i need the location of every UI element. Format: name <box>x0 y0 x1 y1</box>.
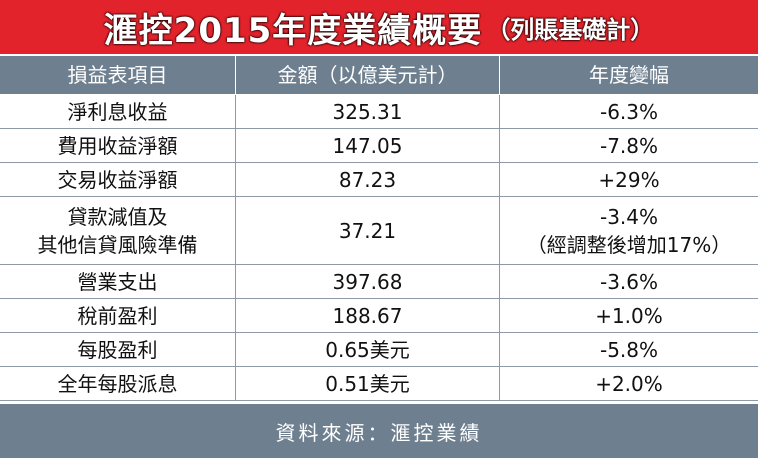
cell-text: 325.31 <box>332 99 403 124</box>
table-cell: -6.3% <box>500 95 758 128</box>
table-cell: 37.21 <box>236 197 500 264</box>
cell-text: 0.51美元 <box>325 371 410 396</box>
table-cell: -7.8% <box>500 129 758 162</box>
cell-text: 損益表項目 <box>67 63 168 87</box>
cell-line: 貸款減值及 <box>67 204 168 229</box>
cell-text: -6.3% <box>599 99 659 124</box>
table-cell: +1.0% <box>500 299 758 332</box>
table-cell: 貸款減值及其他信貸風險準備 <box>0 197 236 264</box>
header-cell: 年度變幅 <box>500 56 758 94</box>
table-row: 貸款減值及其他信貸風險準備 37.21 -3.4% （經調整後增加17%） <box>0 197 758 265</box>
cell-text: 營業支出 <box>77 269 158 294</box>
table-cell: 188.67 <box>236 299 500 332</box>
cell-text: 淨利息收益 <box>67 99 168 124</box>
cell-text: 全年每股派息 <box>57 371 178 396</box>
cell-text: -3.6% <box>599 269 659 294</box>
table-cell: -5.8% <box>500 333 758 366</box>
cell-text: -5.8% <box>599 337 659 362</box>
table-row: 淨利息收益 325.31 -6.3% <box>0 95 758 129</box>
table-cell: 325.31 <box>236 95 500 128</box>
table-row: 費用收益淨額 147.05 -7.8% <box>0 129 758 163</box>
cell-text: 37.21 <box>338 218 397 243</box>
cell-text: 397.68 <box>332 269 403 294</box>
cell-line: 其他信貸風險準備 <box>37 232 198 257</box>
table-cell: 397.68 <box>236 265 500 298</box>
table-cell: +29% <box>500 163 758 196</box>
table: 損益表項目 金額（以億美元計） 年度變幅淨利息收益 325.31 -6.3% 費用收益淨額… <box>0 56 758 401</box>
table-cell: 0.51美元 <box>236 367 500 400</box>
table-cell: -3.6% <box>500 265 758 298</box>
table-cell: 147.05 <box>236 129 500 162</box>
table-cell: 87.23 <box>236 163 500 196</box>
table-row: 每股盈利 0.65美元 -5.8% <box>0 333 758 367</box>
cell-text: 金額（以億美元計） <box>277 63 458 87</box>
cell-text: 87.23 <box>338 167 397 192</box>
header-cell: 金額（以億美元計） <box>236 56 500 94</box>
cell-line: -3.4% <box>599 204 659 229</box>
table-row: 營業支出 397.68 -3.6% <box>0 265 758 299</box>
cell-text: 交易收益淨額 <box>57 167 178 192</box>
table-cell: 每股盈利 <box>0 333 236 366</box>
table-cell: 淨利息收益 <box>0 95 236 128</box>
header-row: 損益表項目 金額（以億美元計） 年度變幅 <box>0 56 758 95</box>
cell-text: 每股盈利 <box>77 337 158 362</box>
source: 資料來源：滙控業績 <box>0 404 758 458</box>
table-cell: 0.65美元 <box>236 333 500 366</box>
cell-text: +2.0% <box>595 371 663 396</box>
table-cell: 稅前盈利 <box>0 299 236 332</box>
cell-text: +29% <box>598 167 660 192</box>
cell-text: 年度變幅 <box>589 63 669 87</box>
table-row: 交易收益淨額 87.23 +29% <box>0 163 758 197</box>
cell-text: 費用收益淨額 <box>57 133 178 158</box>
cell-text: +1.0% <box>595 303 663 328</box>
cell-text: 稅前盈利 <box>77 303 158 328</box>
title-bar: 滙控2015年度業績概要 （列賬基礎計） <box>0 0 758 54</box>
table-cell: 交易收益淨額 <box>0 163 236 196</box>
title: 滙控2015年度業績概要 <box>103 10 483 51</box>
table-cell: +2.0% <box>500 367 758 400</box>
table-cell: 全年每股派息 <box>0 367 236 400</box>
cell-line: （經調整後增加17%） <box>526 232 732 257</box>
table-row: 全年每股派息 0.51美元 +2.0% <box>0 367 758 401</box>
title-note: （列賬基礎計） <box>486 15 655 44</box>
header-cell: 損益表項目 <box>0 56 236 94</box>
cell-text: 0.65美元 <box>325 337 410 362</box>
cell-text: -7.8% <box>599 133 659 158</box>
cell-text: 188.67 <box>332 303 403 328</box>
table-row: 稅前盈利 188.67 +1.0% <box>0 299 758 333</box>
cell-text: 147.05 <box>332 133 403 158</box>
table-cell: 營業支出 <box>0 265 236 298</box>
table-cell: -3.4% （經調整後增加17%） <box>500 197 758 264</box>
table-cell: 費用收益淨額 <box>0 129 236 162</box>
